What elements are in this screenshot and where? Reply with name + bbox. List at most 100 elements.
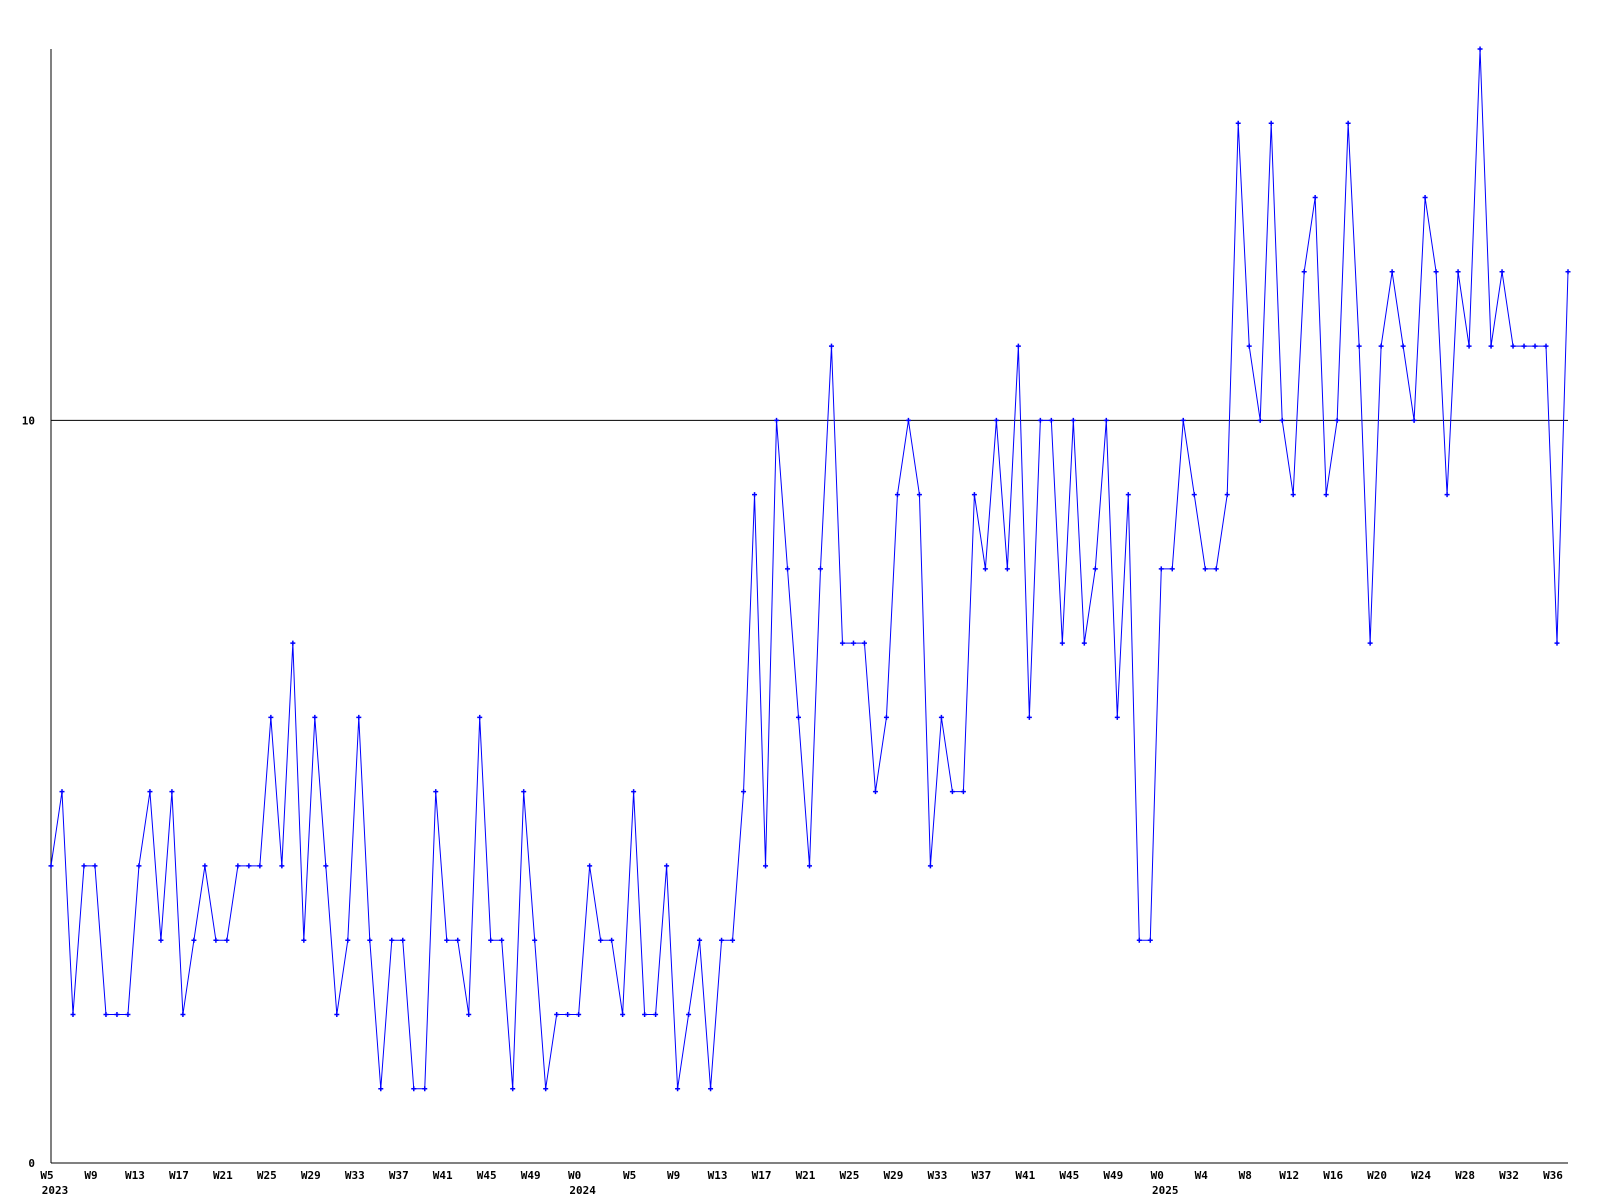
data-point-2025-W37 — [1565, 269, 1571, 275]
data-point-2024-W20 — [796, 714, 802, 720]
data-point-2023-W22 — [235, 863, 241, 869]
data-point-2025-W29 — [1477, 46, 1483, 52]
data-point-2024-W14 — [730, 937, 736, 943]
data-point-2024-W27 — [872, 789, 878, 795]
data-point-2025-W24 — [1422, 195, 1428, 201]
x-tick-label: W13 — [708, 1169, 728, 1182]
data-point-2025-W34 — [1532, 343, 1538, 349]
data-point-2025-W27 — [1455, 269, 1461, 275]
x-tick-label: W24 — [1411, 1169, 1431, 1182]
data-point-2023-W47 — [510, 1086, 516, 1092]
x-tick-label: W4 — [1195, 1169, 1209, 1182]
data-point-2024-W32 — [927, 863, 933, 869]
data-point-2023-W30 — [323, 863, 329, 869]
data-point-2023-W31 — [334, 1011, 340, 1017]
axes — [50, 49, 1568, 1164]
data-point-2024-W15 — [741, 789, 747, 795]
data-point-2023-W28 — [301, 937, 307, 943]
data-point-2024-W3 — [609, 937, 615, 943]
data-point-2025-W22 — [1400, 343, 1406, 349]
data-point-2023-W6 — [59, 789, 65, 795]
data-point-2023-W35 — [378, 1086, 384, 1092]
data-point-2023-W32 — [345, 937, 351, 943]
data-point-2023-W26 — [279, 863, 285, 869]
data-point-2025-W6 — [1224, 492, 1230, 498]
data-point-2024-W38 — [993, 417, 999, 423]
data-point-2025-W9 — [1257, 417, 1263, 423]
data-point-2025-W7 — [1235, 120, 1241, 126]
data-point-2024-W24 — [839, 640, 845, 646]
data-point-2024-W35 — [960, 789, 966, 795]
data-point-2024-W1 — [587, 863, 593, 869]
data-point-2023-W43 — [466, 1011, 472, 1017]
data-point-2024-W52 — [1147, 937, 1153, 943]
data-point-2023-W25 — [268, 714, 274, 720]
data-point-2024-W46 — [1081, 640, 1087, 646]
data-point-2023-W5 — [48, 863, 54, 869]
x-tick-label: W41 — [1015, 1169, 1035, 1182]
data-point-2023-W17 — [180, 1011, 186, 1017]
x-tick-label: W49 — [521, 1169, 541, 1182]
data-point-2024-W4 — [620, 1011, 626, 1017]
data-point-2024-W18 — [774, 417, 780, 423]
data-point-2023-W36 — [389, 937, 395, 943]
data-point-2024-W40 — [1015, 343, 1021, 349]
x-tick-label: W29 — [301, 1169, 321, 1182]
data-point-2024-W25 — [850, 640, 856, 646]
data-point-2024-W2 — [598, 937, 604, 943]
x-tick-label: W37 — [971, 1169, 991, 1182]
data-point-2024-W0 — [576, 1011, 582, 1017]
series-line — [48, 46, 1571, 1092]
data-point-2023-W23 — [246, 863, 252, 869]
data-point-2023-W10 — [103, 1011, 109, 1017]
data-point-2025-W5 — [1213, 566, 1219, 572]
data-point-2023-W11 — [114, 1011, 120, 1017]
x-axis-labels: W5 2023 W9 W13 W17 W21 W25 W29 W33 W37 W41 W45 W49 W0… — [40, 1169, 1563, 1197]
y-tick-label: 0 — [28, 1157, 35, 1170]
data-point-2024-W7 — [653, 1011, 659, 1017]
data-point-2025-W10 — [1268, 120, 1274, 126]
data-point-2025-W20 — [1378, 343, 1384, 349]
x-tick-label: W21 — [796, 1169, 816, 1182]
data-point-2024-W34 — [949, 789, 955, 795]
x-tick-label: W49 — [1103, 1169, 1123, 1182]
data-point-2024-W41 — [1026, 714, 1032, 720]
data-point-2023-W19 — [202, 863, 208, 869]
data-point-2023-W46 — [499, 937, 505, 943]
data-point-2025-W13 — [1301, 269, 1307, 275]
data-point-2023-W9 — [92, 863, 98, 869]
data-point-2024-W21 — [807, 863, 812, 869]
data-point-2024-W42 — [1037, 417, 1043, 423]
data-point-2023-W27 — [290, 640, 296, 646]
data-point-2023-W51 — [554, 1011, 560, 1017]
data-point-2023-W12 — [125, 1011, 131, 1017]
data-point-2023-W38 — [411, 1086, 417, 1092]
data-point-2024-W10 — [686, 1011, 692, 1017]
data-point-2024-W44 — [1059, 640, 1065, 646]
x-tick-label: W21 — [213, 1169, 233, 1182]
data-point-2023-W45 — [488, 937, 494, 943]
data-point-2023-W33 — [356, 714, 362, 720]
y-tick-label: 10 — [22, 414, 35, 427]
data-point-2025-W28 — [1466, 343, 1472, 349]
data-point-2023-W15 — [158, 937, 164, 943]
data-point-2024-W12 — [708, 1086, 714, 1092]
data-point-2024-W33 — [938, 714, 944, 720]
data-point-2025-W32 — [1510, 343, 1516, 349]
data-point-2024-W16 — [752, 492, 758, 498]
x-tick-label: W13 — [125, 1169, 145, 1182]
data-point-2025-W1 — [1169, 566, 1175, 572]
x-tick-label: W0 — [568, 1169, 581, 1182]
data-point-2024-W26 — [861, 640, 867, 646]
x-year-label: 2024 — [569, 1184, 596, 1197]
data-point-2023-W16 — [169, 789, 175, 795]
x-tick-label: W0 — [1151, 1169, 1164, 1182]
data-point-2025-W3 — [1191, 492, 1197, 498]
data-point-2023-W44 — [477, 714, 483, 720]
data-point-2024-W9 — [675, 1086, 681, 1092]
data-point-2023-W8 — [81, 863, 87, 869]
data-point-2025-W21 — [1389, 269, 1395, 275]
x-tick-label: W45 — [477, 1169, 497, 1182]
